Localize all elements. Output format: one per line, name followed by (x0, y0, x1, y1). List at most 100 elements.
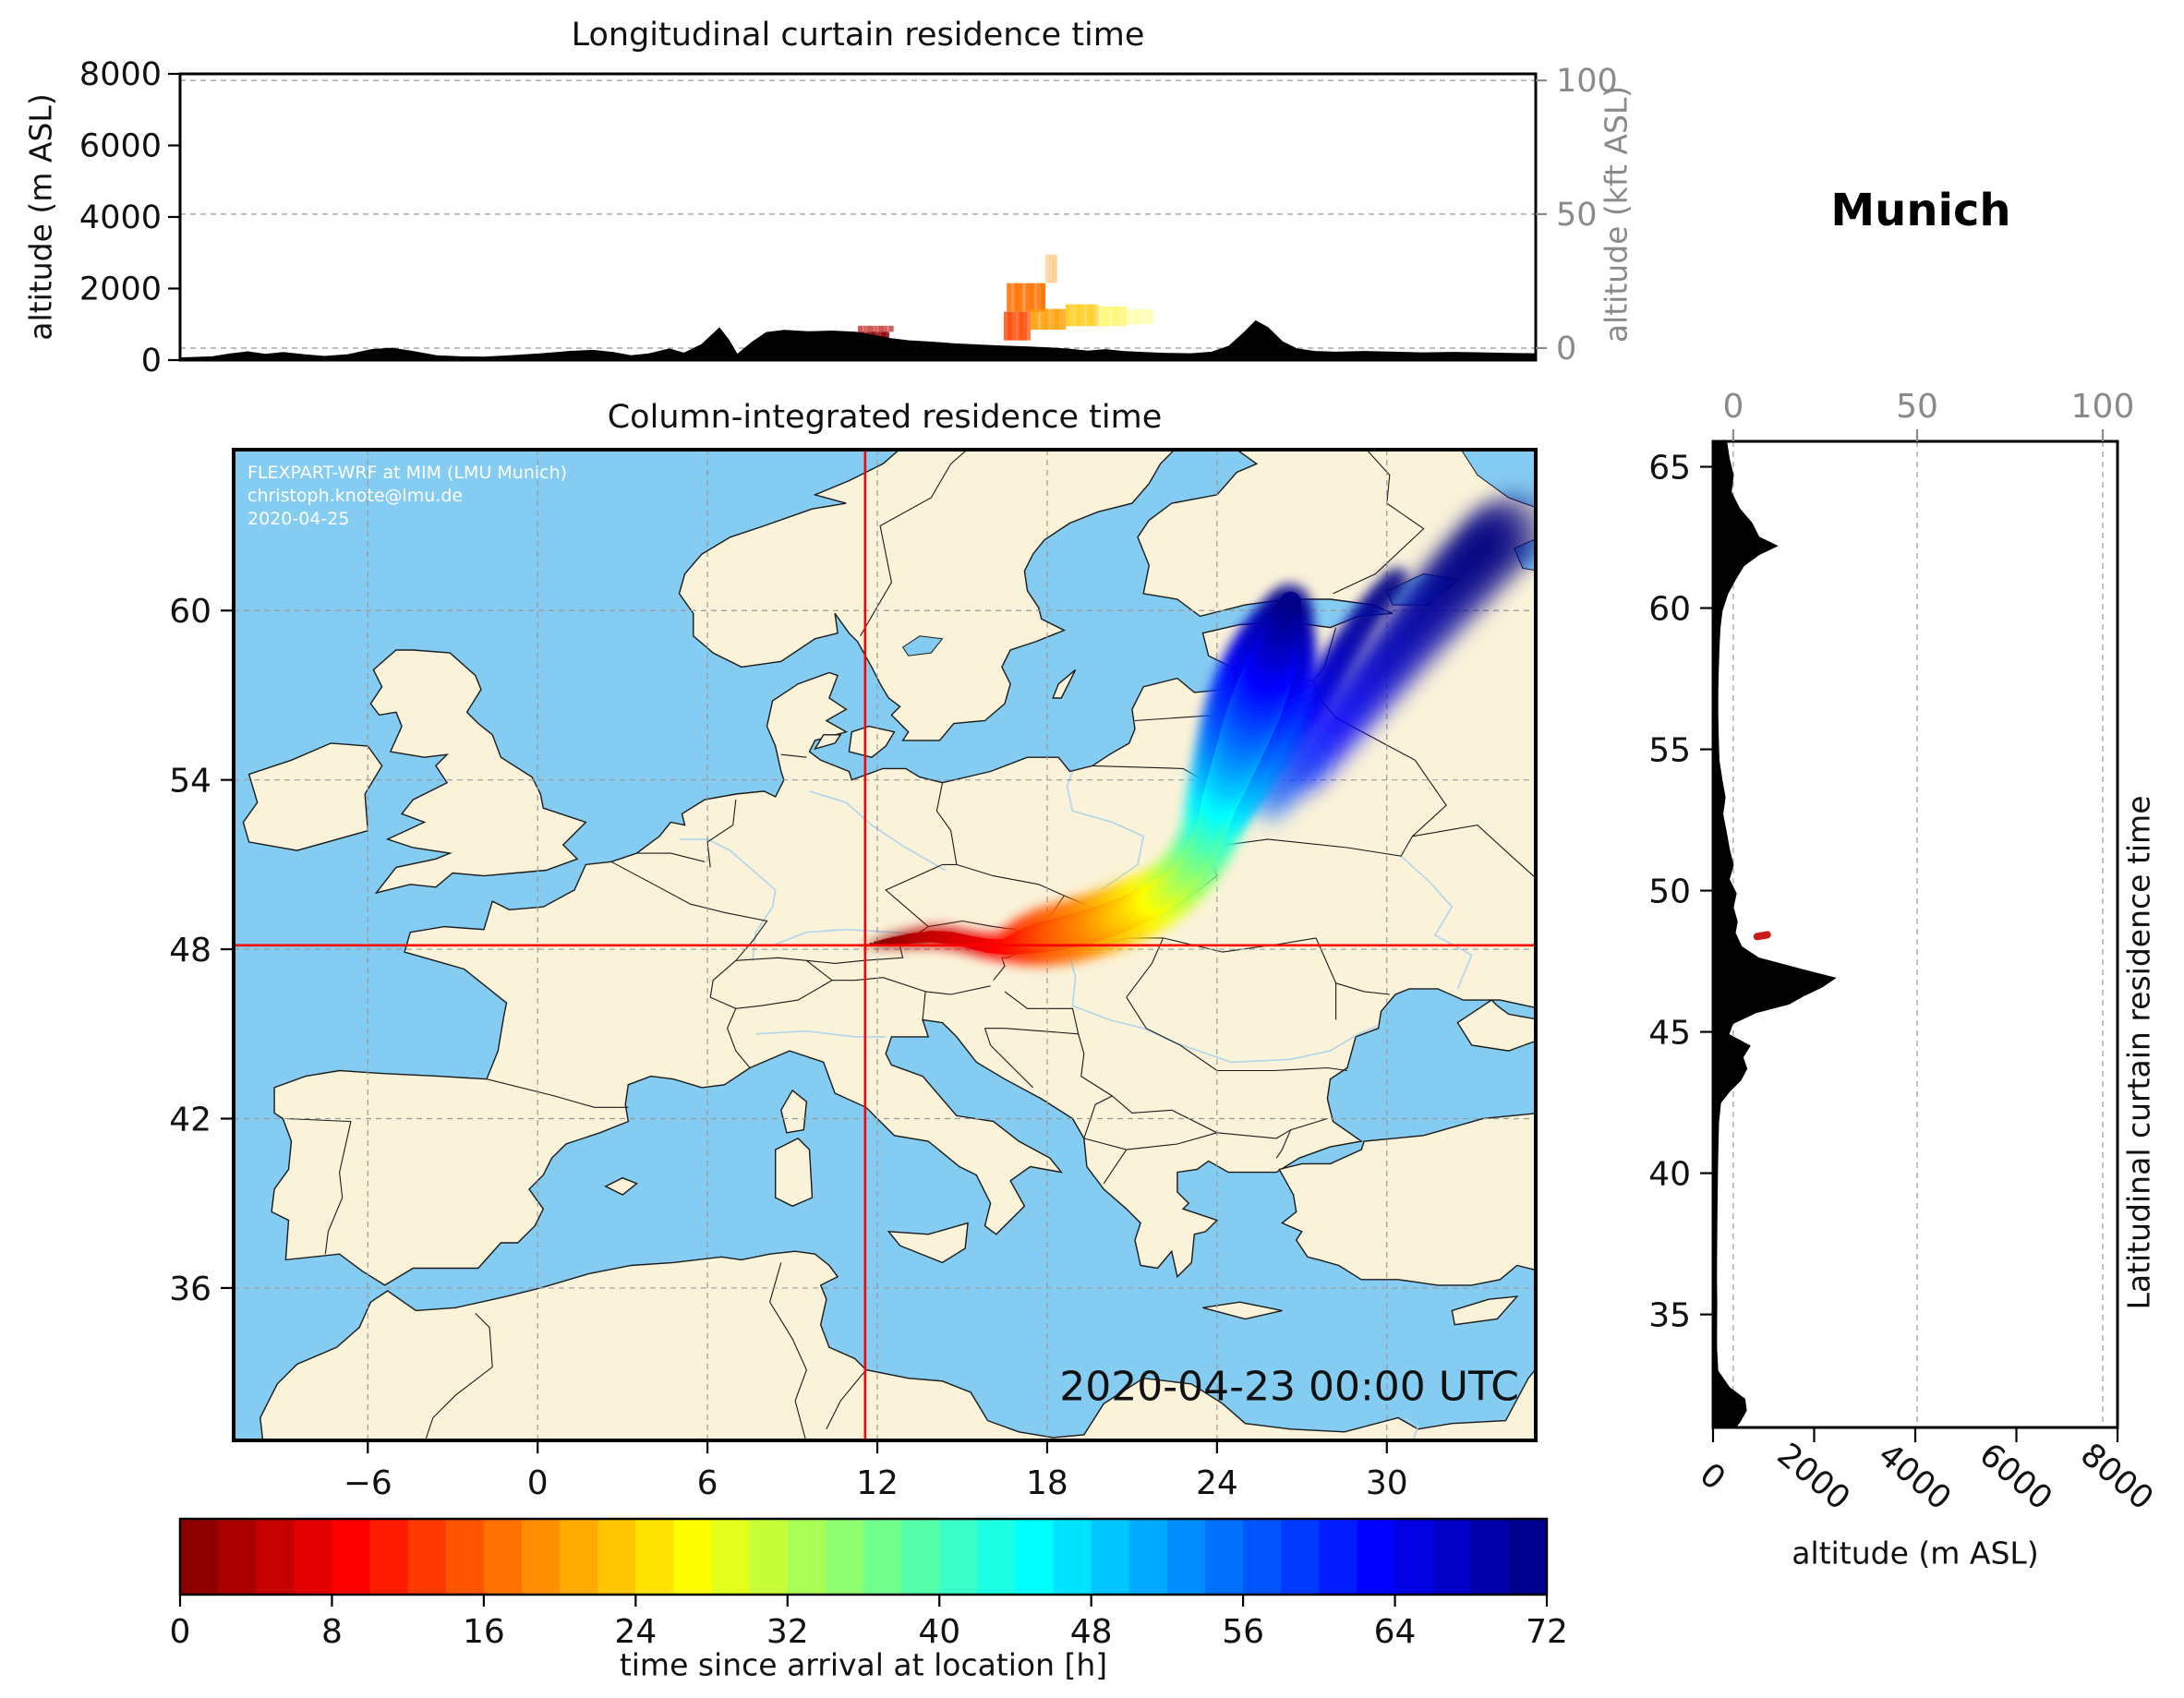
country-border (1275, 1129, 1292, 1159)
tick-label: 0 (141, 343, 162, 379)
top-panel-title: Longitudinal curtain residence time (571, 17, 1145, 54)
map-gridlines (234, 450, 1536, 1440)
tick-label: 32 (766, 1613, 809, 1651)
land-anatolia (1278, 1113, 1536, 1286)
country-border (1335, 982, 1390, 995)
country-border (1080, 1076, 1172, 1114)
country-border (984, 1028, 1079, 1035)
land-corsica (780, 1089, 808, 1134)
country-border (1078, 1033, 1085, 1077)
column-integrated-map: −6 0 6 12 18 24 30 36 42 48 54 60 (169, 448, 1538, 1502)
country-border (1171, 1109, 1328, 1139)
country-border (610, 861, 768, 961)
map-title: Column-integrated residence time (607, 399, 1163, 436)
country-border (706, 800, 737, 868)
latitudinal-terrain (1713, 441, 1837, 1427)
country-border (925, 985, 991, 995)
latitudinal-residence-marker (1753, 931, 1771, 941)
tick-label: 35 (1648, 1297, 1691, 1335)
tick-label: 2000 (79, 271, 162, 308)
tick-label: 45 (1648, 1015, 1691, 1053)
latitudinal-curtain-panel: 35 40 45 50 55 60 65 0 50 100 0 2000 4000 6000 8000 (1648, 388, 2160, 1518)
tick-label: 56 (1222, 1613, 1264, 1651)
tick-label: 24 (614, 1613, 657, 1651)
country-border (1083, 1095, 1113, 1139)
tick-label: 6000 (79, 128, 162, 165)
tick-label: 55 (1648, 732, 1691, 770)
trajectory-main (864, 591, 1302, 955)
tick-label: 60 (169, 593, 211, 631)
country-border (780, 753, 807, 758)
map-timestamp: 2020-04-23 00:00 UTC (1059, 1363, 1519, 1411)
tick-label: 36 (169, 1270, 211, 1308)
tick-label: 40 (1648, 1156, 1691, 1194)
tick-label: 6 (697, 1464, 718, 1502)
country-border (832, 977, 926, 1020)
top-panel-ylabel-right: altitude (kft ASL) (1598, 85, 1635, 343)
lake-vanern (901, 635, 944, 656)
country-border (885, 863, 957, 928)
tick-label: 0 (1693, 1456, 1732, 1498)
annotation-email: christoph.knote@lmu.de (247, 486, 464, 507)
tick-label: 48 (1070, 1613, 1113, 1651)
land-continental-europe (271, 450, 1536, 1286)
country-border (727, 1008, 751, 1068)
tick-label: 40 (918, 1613, 960, 1651)
land-ireland (242, 742, 383, 851)
longitudinal-curtain-panel: 0 2000 4000 6000 8000 0 50 100 (79, 56, 1618, 379)
tick-label: 8 (321, 1613, 343, 1651)
country-border (983, 1028, 1033, 1089)
country-border (935, 782, 958, 865)
tick-label: 4000 (1871, 1437, 1958, 1518)
colorbar: 0 8 16 24 32 40 48 56 64 72 (170, 1517, 1568, 1651)
tick-label: 0 (1556, 331, 1576, 367)
country-border (1126, 996, 1181, 1046)
tick-label: 50 (1648, 873, 1691, 911)
country-border (1333, 450, 1425, 595)
tick-label: 12 (856, 1464, 899, 1502)
land-cyprus (1451, 1295, 1519, 1326)
country-border (636, 852, 706, 862)
top-panel-ylabel-left: altitude (m ASL) (22, 93, 59, 341)
tick-label: 50 (1896, 388, 1938, 426)
tick-label: 100 (1556, 63, 1618, 100)
tick-label: 42 (169, 1102, 211, 1139)
land-sicily (887, 1222, 969, 1264)
river (1403, 1416, 1419, 1440)
country-border (425, 1313, 493, 1440)
tick-label: 30 (1366, 1464, 1408, 1502)
tick-label: 65 (1648, 450, 1691, 488)
country-border (956, 863, 1065, 897)
annotation-date: 2020-04-25 (247, 509, 350, 530)
country-border (1335, 717, 1447, 837)
country-border (1205, 836, 1413, 857)
country-border (709, 957, 833, 1009)
tick-label: 8000 (79, 56, 162, 93)
land-scandinavia (678, 450, 1176, 741)
river (755, 1030, 887, 1038)
country-border (826, 1369, 867, 1430)
land-north-africa (259, 1250, 1536, 1440)
land-crimea (1456, 999, 1536, 1052)
tick-label: 0 (1722, 388, 1744, 426)
tick-label: 8000 (2073, 1437, 2160, 1518)
tick-label: 2000 (1770, 1437, 1857, 1518)
country-border (769, 1262, 807, 1440)
tick-label: 50 (1556, 197, 1598, 234)
country-border (1412, 825, 1536, 879)
land-zealand (848, 725, 896, 758)
country-border (1126, 1132, 1218, 1150)
country-border (1179, 1044, 1347, 1072)
tick-label: 24 (1196, 1464, 1238, 1502)
river (1400, 855, 1473, 990)
land-sardinia (775, 1138, 814, 1208)
country-border (285, 1117, 352, 1255)
land-gotland (1052, 668, 1077, 699)
land-mallorca (604, 1176, 638, 1196)
tick-label: 0 (170, 1613, 191, 1651)
tick-label: 0 (527, 1464, 549, 1502)
right-panel-label: Latitudinal curtain residence time (2120, 795, 2157, 1310)
trajectory-faint (1249, 498, 1526, 826)
